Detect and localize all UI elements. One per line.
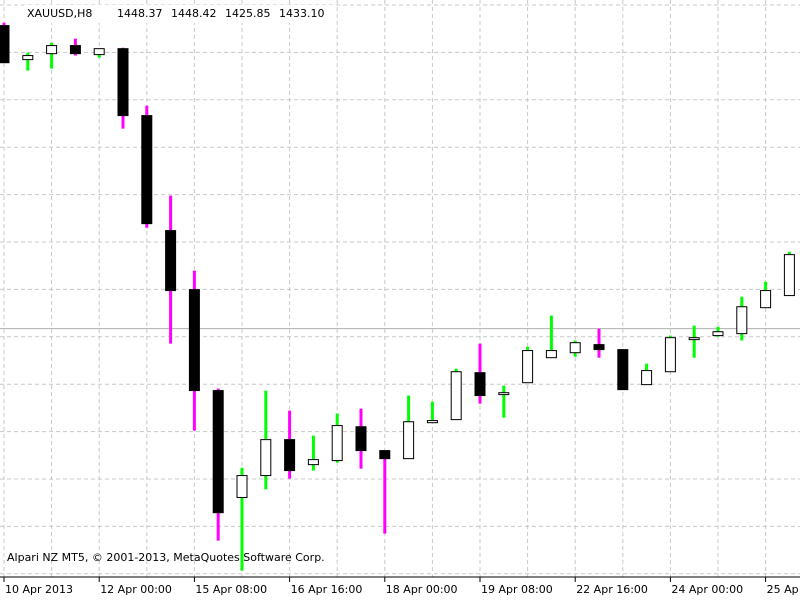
x-tick-label: 12 Apr 00:00: [100, 583, 172, 596]
candle-body: [641, 370, 653, 386]
candle-body: [212, 390, 224, 514]
plot: [0, 22, 795, 571]
candle-body: [141, 115, 153, 225]
candle-body: [783, 254, 795, 297]
low-label: 1425.85: [225, 7, 271, 20]
x-tick-label: 15 Apr 08:00: [195, 583, 267, 596]
candle-body: [46, 45, 58, 55]
candle-body: [617, 349, 629, 391]
x-tick-label: 24 Apr 00:00: [671, 583, 743, 596]
candle-body: [664, 337, 676, 373]
candle-body: [712, 331, 724, 337]
candle-body: [22, 55, 34, 61]
candle-body: [331, 425, 343, 462]
candle-body: [236, 475, 248, 499]
candle-body: [0, 25, 10, 64]
candle-body: [379, 450, 391, 460]
x-tick-label: 10 Apr 2013: [5, 583, 73, 596]
candle-body: [260, 439, 272, 477]
chart-title: XAUUSD,H8: [27, 7, 92, 20]
candle-body: [545, 350, 557, 359]
candle-body: [165, 230, 177, 292]
candle-body: [736, 306, 748, 335]
x-tick-label: 25 Ap: [767, 583, 799, 596]
candle-body: [284, 439, 296, 472]
candle-body: [307, 459, 319, 466]
candle-body: [69, 45, 81, 55]
candle-body: [760, 290, 772, 309]
footer: Alpari NZ MT5, © 2001-2013, MetaQuotes S…: [7, 551, 325, 564]
close-label: 1433.10: [279, 7, 325, 20]
candle-body: [450, 371, 462, 421]
header-bg: [24, 5, 334, 23]
candle-body: [93, 48, 105, 56]
x-tick-label: 18 Apr 00:00: [386, 583, 458, 596]
x-tick-label: 19 Apr 08:00: [481, 583, 553, 596]
candle-body: [569, 342, 581, 354]
candle-body: [474, 372, 486, 397]
x-tick-label: 16 Apr 16:00: [291, 583, 363, 596]
candle-body: [688, 337, 700, 341]
candle-body: [403, 421, 415, 460]
open-label: 1448.37: [117, 7, 163, 20]
candle-body: [426, 420, 438, 424]
candle-body: [117, 48, 129, 117]
candle-body: [593, 344, 605, 351]
high-label: 1448.42: [171, 7, 217, 20]
x-tick-label: 22 Apr 16:00: [576, 583, 648, 596]
candle-body: [498, 392, 510, 396]
candle-body: [355, 426, 367, 452]
candle-body: [188, 289, 200, 392]
candle-body: [522, 350, 534, 384]
